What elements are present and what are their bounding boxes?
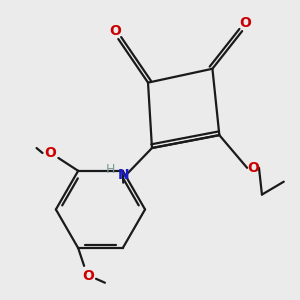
Text: H: H (106, 163, 115, 176)
Text: O: O (44, 146, 56, 160)
Text: N: N (117, 168, 129, 182)
Text: O: O (239, 16, 251, 30)
Text: O: O (247, 161, 259, 175)
Text: O: O (82, 269, 94, 283)
Text: O: O (110, 24, 121, 38)
